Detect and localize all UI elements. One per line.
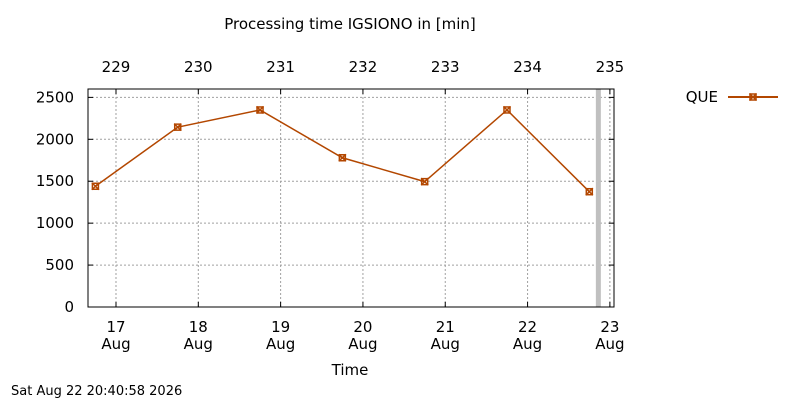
y-tick-label: 1000 — [36, 214, 74, 232]
marker-box — [338, 154, 347, 162]
x-tick-label-day: 23 — [600, 318, 619, 336]
x-tick-label-month: Aug — [184, 335, 213, 353]
x-top-tick-label: 235 — [596, 58, 625, 76]
axis-labels: 0500100015002000250017Aug22918Aug23019Au… — [36, 58, 625, 353]
legend-marker-que — [748, 92, 758, 102]
axis-ticks — [88, 89, 614, 308]
marker-box — [91, 182, 100, 191]
x-tick-label-month: Aug — [266, 335, 295, 353]
legend: QUE — [686, 88, 778, 106]
data-point — [502, 105, 512, 114]
x-tick-label-month: Aug — [101, 335, 130, 353]
data-point — [256, 105, 265, 114]
x-tick-label-month: Aug — [431, 335, 460, 353]
data-point — [420, 177, 429, 186]
chart-title: Processing time IGSIONO in [min] — [224, 15, 476, 33]
legend-marker-symbol — [748, 92, 758, 102]
marker-box — [749, 93, 757, 101]
marker-box — [503, 106, 511, 114]
legend-label-que: QUE — [686, 88, 718, 106]
x-tick-label-month: Aug — [595, 335, 624, 353]
marker-cross — [338, 153, 347, 162]
marker-cross — [748, 92, 758, 102]
timestamp: Sat Aug 22 20:40:58 2026 — [11, 384, 182, 399]
marker-box — [585, 187, 594, 196]
marker-cross — [585, 187, 594, 196]
x-top-tick-label: 234 — [513, 58, 542, 76]
marker-box — [420, 177, 429, 186]
x-tick-label-day: 19 — [271, 318, 290, 336]
marker-cross — [256, 105, 265, 114]
x-top-tick-label: 230 — [184, 58, 213, 76]
marker-cross — [502, 105, 512, 114]
x-top-tick-label: 231 — [266, 58, 295, 76]
x-tick-label-month: Aug — [513, 335, 542, 353]
y-tick-label: 500 — [45, 256, 74, 274]
x-top-tick-label: 232 — [349, 58, 378, 76]
marker-cross — [420, 177, 429, 186]
x-top-tick-label: 229 — [102, 58, 131, 76]
x-tick-label-day: 18 — [189, 318, 208, 336]
marker-cross — [91, 182, 100, 191]
x-tick-label-day: 22 — [518, 318, 537, 336]
plot-frame — [87, 88, 615, 308]
series-line-que — [94, 108, 590, 193]
x-tick-label-day: 17 — [106, 318, 125, 336]
y-tick-label: 1500 — [36, 172, 74, 190]
data-point — [91, 182, 100, 191]
x-axis-title: Time — [331, 361, 369, 379]
y-tick-label: 2000 — [36, 130, 74, 148]
x-tick-label-month: Aug — [348, 335, 377, 353]
marker-box — [256, 106, 264, 114]
series-layer — [91, 105, 594, 196]
x-tick-label-day: 20 — [353, 318, 372, 336]
x-top-tick-label: 233 — [431, 58, 460, 76]
data-point — [585, 187, 594, 196]
y-tick-label: 2500 — [36, 88, 74, 106]
data-point — [338, 153, 347, 162]
y-tick-label: 0 — [64, 298, 74, 316]
marker-cross — [173, 123, 182, 132]
data-point — [173, 123, 182, 132]
grid-lines — [88, 89, 614, 308]
marker-box — [173, 123, 182, 131]
x-tick-label-day: 21 — [436, 318, 455, 336]
